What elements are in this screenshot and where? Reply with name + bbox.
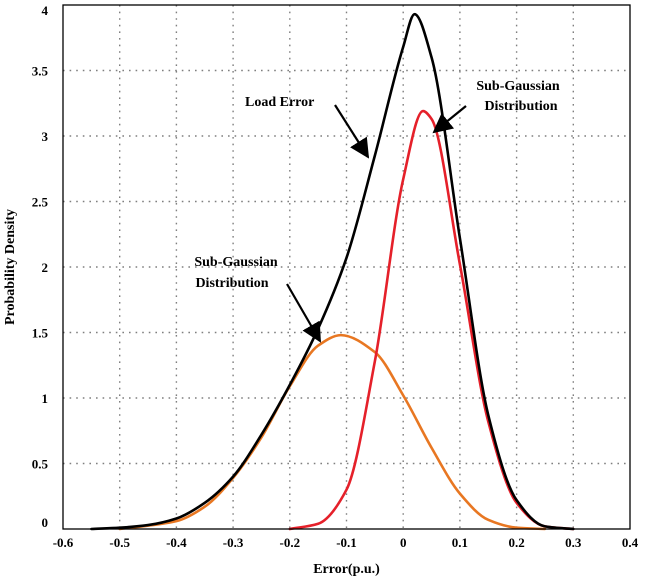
x-tick-label: 0 <box>400 535 407 550</box>
series-load-error <box>90 12 575 531</box>
x-tick-label: -0.4 <box>166 535 187 550</box>
x-axis-title: Error(p.u.) <box>313 562 380 577</box>
annotation-sub-gaussian-left-line1: Sub-Gaussian <box>194 255 277 270</box>
annotation-sub-gaussian-left-line2: Distribution <box>195 276 268 291</box>
series-sub-gaussian-left <box>118 333 547 531</box>
annotation-sub-gaussian-left-arrow <box>286 283 321 343</box>
y-tick-label: 3 <box>42 129 49 144</box>
tick-labels: -0.6 -0.5 -0.4 -0.3 -0.2 -0.1 0 0.1 0.2 0.3 0.4 0 0.… <box>32 3 639 550</box>
y-tick-label: 0 <box>42 515 49 530</box>
y-tick-label: 1 <box>42 391 49 406</box>
y-tick-label: 2 <box>42 260 49 275</box>
annotation-load-error-arrow <box>334 104 370 159</box>
annotation-sub-gaussian-right-arrow <box>432 105 467 134</box>
x-tick-label: 0.3 <box>565 535 582 550</box>
x-tick-label: 0.2 <box>508 535 524 550</box>
annotation-load-error: Load Error <box>245 95 370 159</box>
x-tick-label: -0.6 <box>53 535 74 550</box>
y-tick-label: 0.5 <box>32 457 49 472</box>
series-layer <box>90 12 575 531</box>
x-tick-label: -0.2 <box>280 535 301 550</box>
x-tick-label: 0.4 <box>622 535 639 550</box>
annotation-load-error-label: Load Error <box>245 95 314 110</box>
y-tick-label: 2.5 <box>32 195 49 210</box>
x-tick-label: -0.5 <box>109 535 130 550</box>
annotation-sub-gaussian-right-line1: Sub-Gaussian <box>476 79 559 94</box>
annotation-sub-gaussian-left: Sub-Gaussian Distribution <box>194 255 321 343</box>
y-axis-title: Probability Density <box>3 209 18 325</box>
grid <box>63 5 630 529</box>
x-tick-label: -0.3 <box>223 535 244 550</box>
annotation-sub-gaussian-right-line2: Distribution <box>484 99 557 114</box>
y-tick-label: 1.5 <box>32 326 49 341</box>
y-tick-label: 3.5 <box>32 64 49 79</box>
x-tick-label: 0.1 <box>452 535 468 550</box>
y-tick-label: 4 <box>42 3 49 18</box>
plot-frame <box>62 4 631 530</box>
annotation-sub-gaussian-right: Sub-Gaussian Distribution <box>432 79 560 134</box>
x-tick-label: -0.1 <box>336 535 357 550</box>
series-sub-gaussian-right <box>288 109 575 531</box>
